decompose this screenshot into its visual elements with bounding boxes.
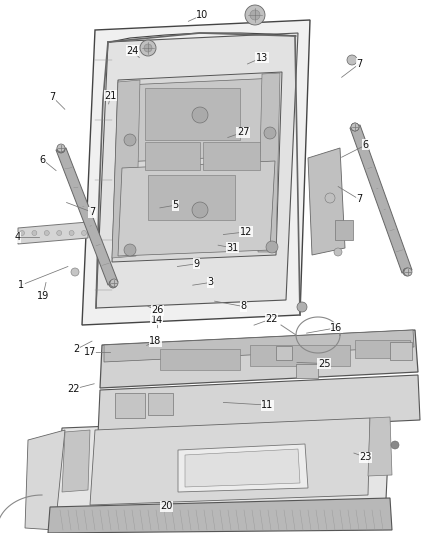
Polygon shape (350, 125, 412, 273)
Bar (115, 393, 145, 418)
Polygon shape (112, 80, 140, 258)
Circle shape (192, 107, 208, 123)
Polygon shape (178, 444, 308, 492)
Circle shape (81, 230, 86, 236)
Text: 22: 22 (67, 384, 80, 394)
Circle shape (144, 44, 152, 52)
Polygon shape (98, 375, 420, 435)
Circle shape (192, 202, 208, 218)
Text: 20: 20 (160, 502, 173, 511)
Circle shape (351, 123, 359, 131)
Text: 4: 4 (14, 232, 21, 242)
Circle shape (124, 244, 136, 256)
Circle shape (403, 268, 411, 276)
Polygon shape (90, 418, 370, 505)
Text: 3: 3 (207, 278, 213, 287)
Text: 21: 21 (104, 91, 117, 101)
Polygon shape (121, 78, 278, 162)
Text: 7: 7 (89, 207, 95, 217)
Polygon shape (148, 175, 235, 220)
Circle shape (110, 279, 118, 287)
Circle shape (109, 280, 117, 288)
Polygon shape (145, 142, 200, 170)
Circle shape (325, 193, 335, 203)
Polygon shape (100, 330, 418, 388)
Text: 6: 6 (363, 140, 369, 150)
Bar (335, 220, 353, 240)
Text: 6: 6 (40, 155, 46, 165)
Circle shape (245, 5, 265, 25)
Circle shape (250, 10, 260, 20)
Circle shape (297, 302, 307, 312)
Circle shape (404, 268, 412, 276)
Polygon shape (56, 148, 118, 285)
Polygon shape (104, 330, 414, 362)
Text: 27: 27 (237, 127, 249, 137)
Circle shape (32, 230, 37, 236)
Polygon shape (160, 349, 240, 370)
Circle shape (57, 145, 65, 153)
Circle shape (347, 55, 357, 65)
Bar (148, 393, 173, 415)
Polygon shape (82, 20, 310, 325)
Text: 13: 13 (256, 53, 268, 62)
Circle shape (69, 230, 74, 236)
Text: 31: 31 (226, 243, 238, 253)
Bar (296, 364, 318, 378)
Text: 10: 10 (196, 10, 208, 20)
Polygon shape (258, 73, 280, 252)
Circle shape (351, 123, 359, 131)
Polygon shape (118, 161, 275, 256)
Text: 5: 5 (172, 200, 178, 210)
Text: 12: 12 (240, 227, 252, 237)
Polygon shape (55, 415, 390, 530)
Polygon shape (145, 88, 240, 140)
Text: 7: 7 (49, 92, 56, 102)
Text: 7: 7 (356, 195, 362, 204)
Polygon shape (250, 345, 350, 366)
Text: 18: 18 (149, 336, 162, 346)
Circle shape (266, 241, 278, 253)
Circle shape (264, 127, 276, 139)
Polygon shape (368, 417, 392, 476)
Circle shape (44, 230, 49, 236)
Text: 16: 16 (330, 323, 343, 333)
Circle shape (140, 40, 156, 56)
Text: 23: 23 (360, 453, 372, 462)
Polygon shape (185, 449, 300, 487)
Text: 22: 22 (265, 314, 278, 324)
Polygon shape (308, 148, 345, 255)
Circle shape (57, 144, 65, 152)
Polygon shape (18, 222, 88, 244)
Polygon shape (96, 33, 298, 308)
Text: 24: 24 (126, 46, 138, 55)
Text: 25: 25 (318, 359, 330, 368)
Circle shape (124, 134, 136, 146)
Circle shape (391, 441, 399, 449)
Text: 11: 11 (261, 400, 273, 410)
Text: 26: 26 (152, 305, 164, 315)
Circle shape (71, 268, 79, 276)
Polygon shape (355, 340, 410, 358)
Polygon shape (25, 430, 65, 530)
Polygon shape (62, 430, 90, 492)
Circle shape (20, 230, 25, 236)
Text: 9: 9 (193, 259, 199, 269)
Polygon shape (203, 142, 260, 170)
Text: 2: 2 (74, 344, 80, 354)
Bar (276, 346, 292, 360)
Text: 17: 17 (84, 347, 96, 357)
Text: 14: 14 (151, 315, 163, 325)
Polygon shape (48, 498, 392, 533)
Text: 7: 7 (356, 59, 362, 69)
Circle shape (57, 230, 62, 236)
Text: 19: 19 (37, 291, 49, 301)
Text: 1: 1 (18, 280, 24, 290)
Polygon shape (112, 72, 282, 262)
Circle shape (334, 248, 342, 256)
Bar (390, 342, 412, 360)
Text: 8: 8 (240, 302, 246, 311)
